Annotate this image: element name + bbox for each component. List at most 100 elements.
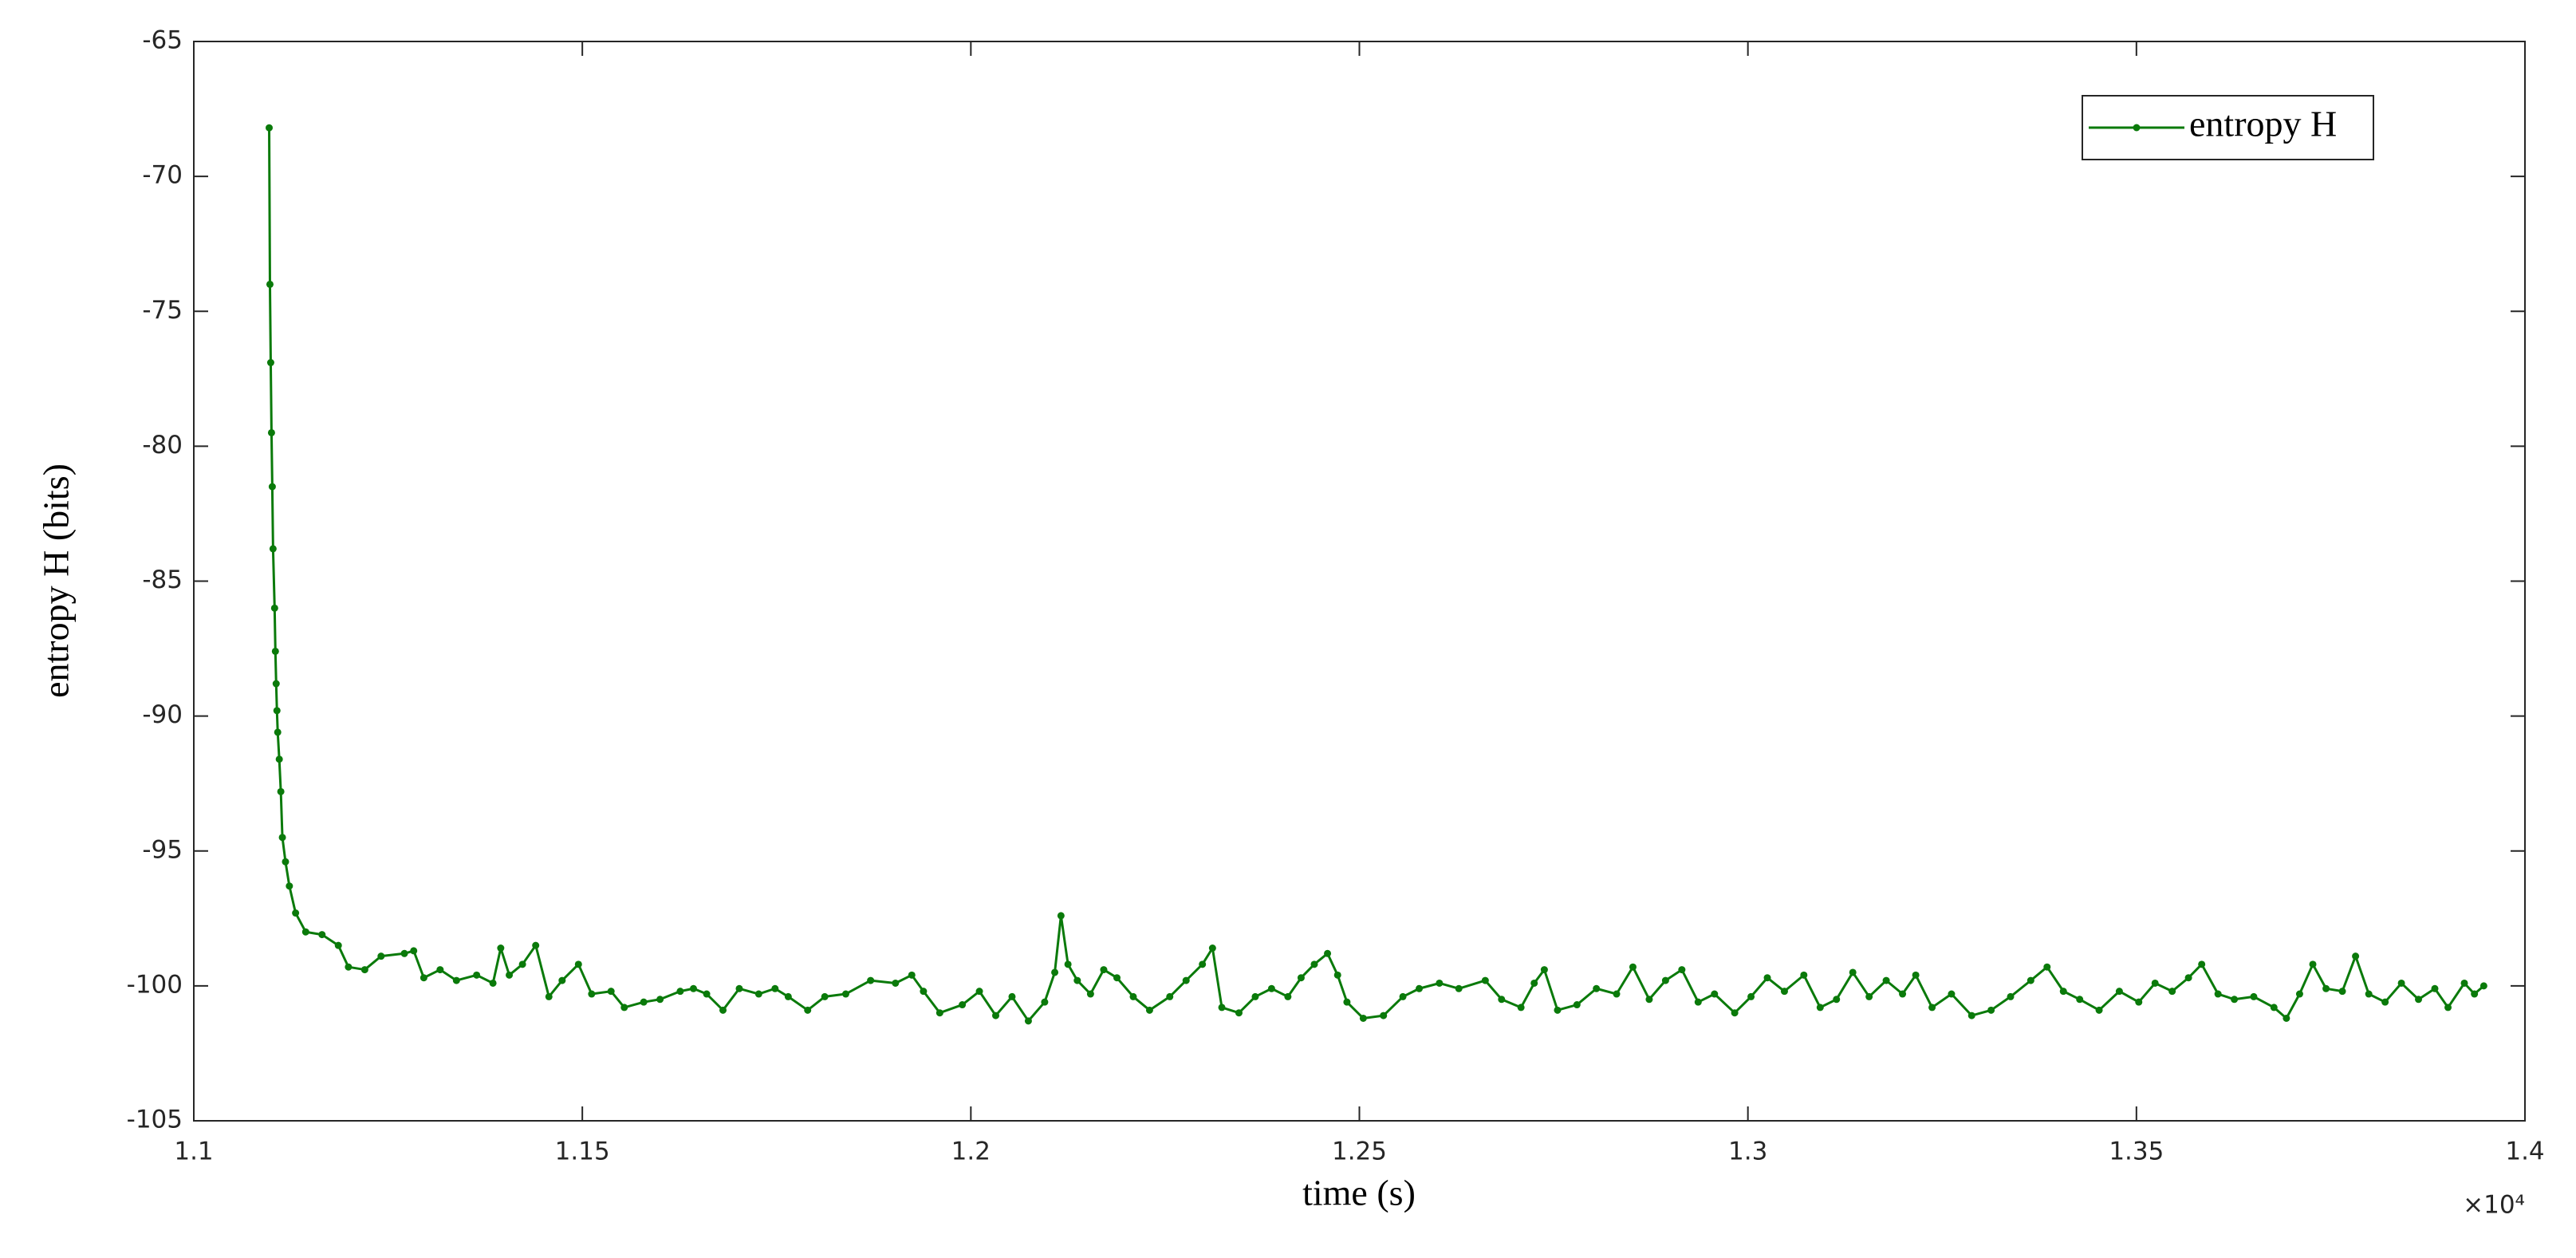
data-point — [532, 941, 540, 949]
x-tick-label: 1.1 — [174, 1138, 213, 1166]
y-tick-label: -90 — [142, 700, 183, 729]
data-point — [935, 1009, 943, 1017]
data-point — [1481, 976, 1489, 984]
data-point — [2059, 988, 2067, 996]
data-point — [273, 707, 281, 715]
data-point — [1865, 992, 1873, 1000]
data-point — [318, 931, 326, 939]
data-point — [452, 976, 460, 984]
data-point — [2381, 998, 2389, 1006]
data-point — [266, 280, 274, 288]
data-point — [2095, 1006, 2103, 1014]
data-point — [1359, 1014, 1367, 1022]
data-point — [1711, 990, 1719, 998]
data-point — [2338, 988, 2346, 996]
data-point — [1199, 960, 1207, 968]
data-point — [1267, 984, 1275, 992]
x-tick-label: 1.3 — [1728, 1138, 1767, 1166]
data-point — [2198, 960, 2206, 968]
data-point — [975, 988, 983, 996]
data-point — [1073, 976, 1081, 984]
data-point — [1310, 960, 1318, 968]
data-point — [1661, 976, 1669, 984]
data-point — [275, 755, 283, 763]
data-point — [518, 960, 526, 968]
data-point — [1380, 1012, 1388, 1019]
data-point — [377, 952, 385, 960]
x-tick-label: 1.15 — [555, 1138, 610, 1166]
y-axis-label: entropy H (bits) — [36, 463, 77, 698]
data-point — [286, 882, 293, 890]
data-point — [292, 909, 300, 917]
x-multiplier: ×10⁴ — [2463, 1191, 2525, 1220]
data-point — [1780, 988, 1788, 996]
data-point — [2415, 996, 2423, 1004]
data-point — [908, 971, 916, 979]
data-point — [574, 960, 582, 968]
data-point — [269, 545, 277, 553]
data-point — [607, 988, 615, 996]
data-point — [1041, 998, 1049, 1006]
data-point — [2397, 979, 2405, 987]
data-point — [771, 984, 779, 992]
data-point — [1166, 992, 1174, 1000]
data-point — [1613, 990, 1621, 998]
data-point — [1800, 971, 1808, 979]
data-point — [2007, 992, 2015, 1000]
data-point — [2460, 979, 2468, 987]
data-point — [959, 1001, 967, 1009]
data-point — [274, 728, 282, 736]
data-point — [1678, 966, 1686, 974]
data-point — [1912, 971, 1920, 979]
data-point — [2214, 990, 2222, 998]
data-point — [703, 990, 711, 998]
data-point — [1024, 1017, 1032, 1025]
data-point — [1100, 966, 1108, 974]
data-point — [277, 787, 285, 795]
data-point — [360, 966, 368, 974]
data-point — [2322, 984, 2330, 992]
data-point — [1763, 974, 1771, 982]
data-point — [920, 988, 928, 996]
data-point — [676, 988, 684, 996]
data-point — [267, 428, 275, 436]
data-point — [2471, 990, 2479, 998]
data-point — [1967, 1012, 1975, 1019]
data-point — [1629, 963, 1637, 971]
data-point — [1517, 1004, 1525, 1012]
data-point — [1540, 966, 1548, 974]
data-point — [1008, 992, 1016, 1000]
legend: entropy H — [2082, 95, 2374, 160]
data-point — [1593, 984, 1601, 992]
data-point — [545, 992, 553, 1000]
data-point — [1882, 976, 1890, 984]
data-point — [2365, 990, 2373, 998]
data-point — [640, 998, 648, 1006]
data-point — [2184, 974, 2192, 982]
data-point — [1987, 1006, 1995, 1014]
data-point — [784, 992, 792, 1000]
data-point — [2283, 1014, 2290, 1022]
data-point — [1218, 1004, 1226, 1012]
data-point — [419, 974, 427, 982]
data-point — [2250, 992, 2258, 1000]
data-point — [489, 979, 497, 987]
data-point — [1297, 974, 1305, 982]
data-point — [1573, 1001, 1581, 1009]
data-point — [1899, 990, 1907, 998]
data-point — [2431, 984, 2439, 992]
data-point — [1816, 1004, 1824, 1012]
data-point — [2295, 990, 2303, 998]
data-point — [1416, 984, 1424, 992]
data-point — [271, 647, 279, 655]
data-point — [892, 979, 900, 987]
data-point — [2076, 996, 2084, 1004]
data-point — [1694, 998, 1702, 1006]
data-point — [1833, 996, 1841, 1004]
data-point — [821, 992, 829, 1000]
data-point — [1129, 992, 1137, 1000]
plot-frame — [193, 41, 2526, 1122]
data-point — [400, 949, 408, 957]
